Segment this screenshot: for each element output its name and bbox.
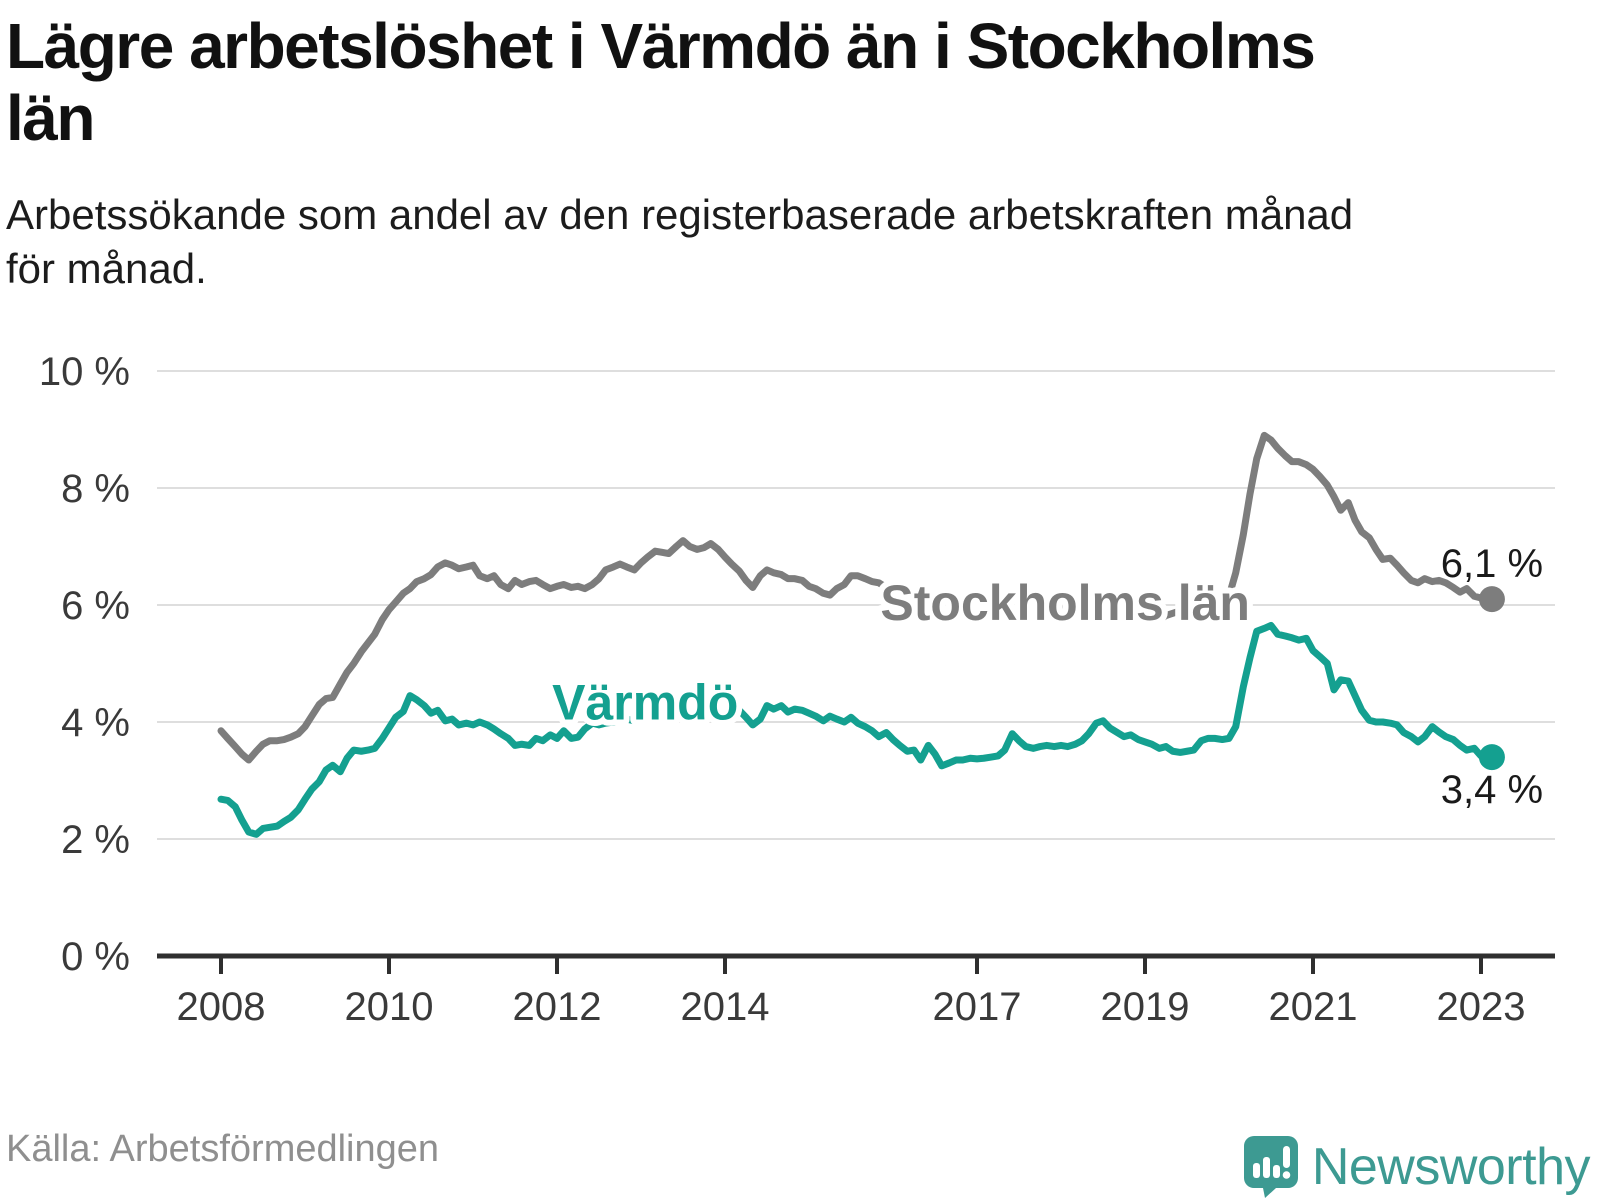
y-tick-label: 6 % [61, 584, 130, 628]
series-label-varmdo: Värmdö [552, 674, 738, 730]
chart-subtitle-line1: Arbetssökande som andel av den registerb… [6, 191, 1354, 238]
y-tick-label: 8 % [61, 467, 130, 511]
x-tick-label: 2017 [933, 985, 1022, 1029]
chart-subtitle: Arbetssökande som andel av den registerb… [6, 188, 1586, 296]
page-title-line2: län [6, 82, 95, 155]
source-attribution: Källa: Arbetsförmedlingen [6, 1128, 440, 1170]
page-title-line1: Lägre arbetslöshet i Värmdö än i Stockho… [6, 10, 1316, 82]
x-tick-label: 2014 [681, 985, 770, 1029]
y-tick-label: 2 % [61, 818, 130, 862]
line-varmdo [217, 621, 1496, 838]
line-stockholms-lan [217, 431, 1496, 764]
end-value-label-varmdo: 3,4 % [1441, 768, 1543, 812]
page-title: Lägre arbetslöshet i Värmdö än i Stockho… [6, 10, 1586, 155]
y-tick-label: 0 % [61, 935, 130, 979]
series-label-stockholms-lan: Stockholms län [880, 575, 1250, 631]
x-tick-label: 2012 [513, 985, 602, 1029]
end-dot-stockholms-lan [1478, 586, 1505, 613]
x-tick-label: 2008 [177, 985, 266, 1029]
end-value-label-stockholms-lan: 6,1 % [1441, 542, 1543, 586]
x-tick-label: 2019 [1101, 985, 1190, 1029]
end-dot-varmdo [1478, 744, 1505, 771]
x-tick-label: 2010 [345, 985, 434, 1029]
branding: Newsworthy [1243, 1136, 1591, 1198]
x-tick-label: 2021 [1269, 985, 1358, 1029]
newsworthy-logo-icon [1243, 1136, 1298, 1198]
x-tick-label: 2023 [1437, 985, 1526, 1029]
y-tick-label: 10 % [39, 350, 130, 394]
y-tick-label: 4 % [61, 701, 130, 745]
branding-name: Newsworthy [1311, 1138, 1591, 1196]
chart-subtitle-line2: för månad. [6, 244, 207, 292]
